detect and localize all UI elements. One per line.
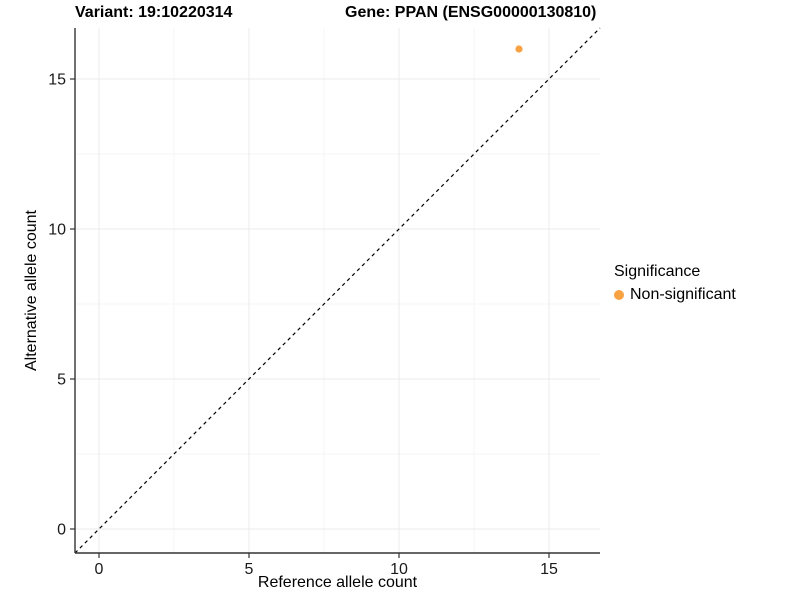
identity-line: [74, 27, 601, 554]
data-point: [515, 45, 523, 53]
legend-title: Significance: [614, 263, 701, 280]
plot-title-gene: Gene: PPAN (ENSG00000130810): [345, 4, 597, 21]
plot-title-variant: Variant: 19:10220314: [75, 4, 233, 21]
legend-point-icon: [614, 290, 624, 300]
y-tick-label: 0: [57, 522, 66, 539]
y-tick-label: 15: [48, 72, 66, 89]
x-tick-label: 15: [540, 561, 558, 578]
y-tick-label: 5: [57, 372, 66, 389]
x-tick-label: 5: [245, 561, 254, 578]
y-tick-label: 10: [48, 222, 66, 239]
legend-item-label: Non-significant: [630, 286, 736, 303]
legend-item: Non-significant: [614, 286, 736, 304]
x-tick-label: 10: [390, 561, 408, 578]
y-axis-title: Alternative allele count: [23, 210, 40, 371]
x-tick-label: 0: [95, 561, 104, 578]
legend: Significance Non-significant: [614, 263, 736, 304]
x-axis-title: Reference allele count: [257, 574, 418, 591]
